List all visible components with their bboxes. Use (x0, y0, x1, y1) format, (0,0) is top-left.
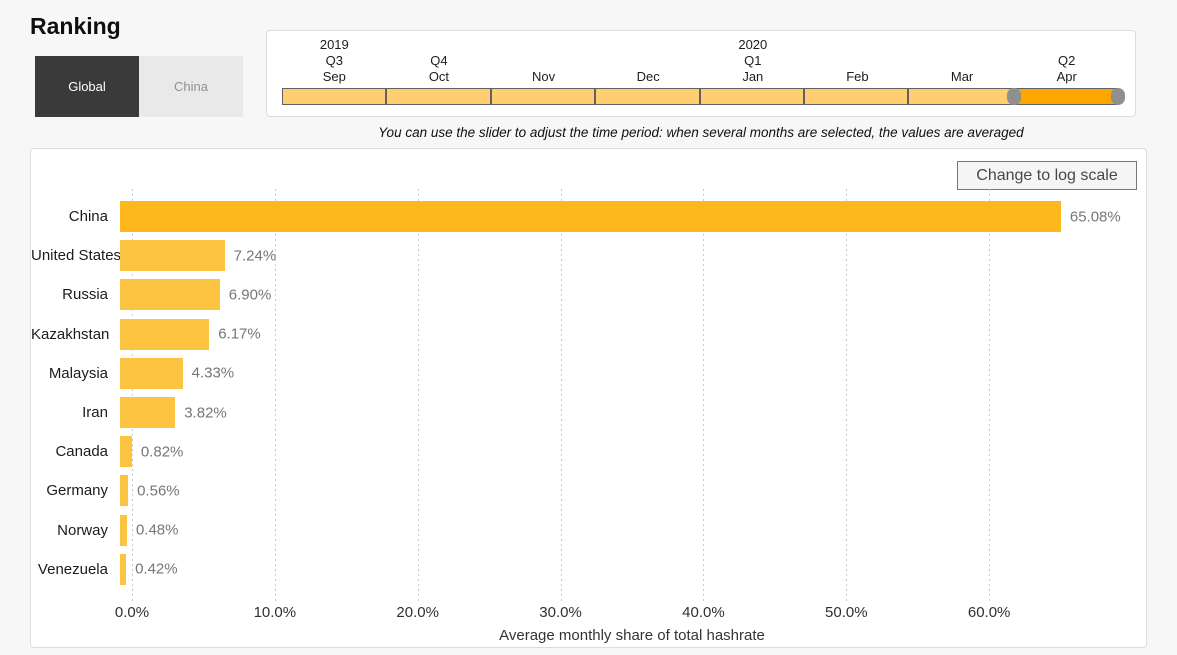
time-slider-card: 2019 Q3 Sep Q4 Oct Nov Dec 2020 Q1 Jan Feb Mar Q2 Apr (266, 30, 1136, 117)
country-label: Russia (62, 286, 108, 304)
hashrate-bar-germany[interactable] (120, 475, 129, 507)
chart-row-malaysia: Malaysia 4.33% (31, 354, 1132, 393)
bar-value-label: 7.24% (233, 247, 277, 265)
bar-area: 6.90% (120, 275, 1132, 314)
bar-area: 4.33% (120, 354, 1132, 393)
bar-value-label: 0.42% (135, 560, 178, 578)
chart-row-iran: Iran 3.82% (31, 393, 1132, 432)
slider-month-label-sep: 2019 Q3 Sep (319, 37, 349, 84)
hashrate-bar-iran[interactable] (120, 397, 176, 429)
hashrate-bar-russia[interactable] (120, 279, 220, 311)
hashrate-bar-venezuela[interactable] (120, 553, 127, 585)
gridline (132, 189, 133, 603)
global-china-toggle: Global China (35, 56, 243, 117)
slider-segment-apr[interactable] (1013, 89, 1118, 104)
gridline (560, 189, 562, 603)
x-axis-tick-labels: 0.0% 10.0% 20.0% 30.0% 40.0% 50.0% 60.0% (115, 604, 1132, 622)
chart-row-canada: Canada 0.82% (31, 432, 1132, 471)
hashrate-bar-canada[interactable] (120, 436, 132, 468)
ranking-chart-card: Change to log scale China 65.08% United St… (30, 148, 1147, 648)
chart-gridlines (132, 189, 1132, 603)
slider-segment-jan[interactable] (700, 89, 805, 104)
slider-segment-dec[interactable] (596, 89, 701, 104)
slider-segment-oct[interactable] (387, 89, 492, 104)
bar-value-label: 0.82% (140, 443, 184, 461)
x-tick-label: 40.0% (682, 604, 725, 621)
hashrate-bar-united-states[interactable] (120, 240, 225, 272)
hashrate-bar-malaysia[interactable] (120, 357, 183, 389)
x-tick-label: 0.0% (114, 604, 150, 621)
x-tick-label: 60.0% (967, 604, 1011, 621)
slider-segment-mar[interactable] (909, 89, 1014, 104)
bar-value-label: 0.56% (137, 482, 180, 500)
slider-month-label-mar: Mar (950, 69, 974, 84)
bar-area: 0.56% (120, 471, 1132, 510)
time-range-slider[interactable] (282, 88, 1125, 105)
gridline (846, 189, 848, 603)
slider-month-label-dec: Dec (636, 69, 660, 84)
bar-value-label: 0.48% (135, 521, 179, 539)
toggle-china-button[interactable]: China (139, 56, 243, 117)
slider-month-label-apr: Q2 Apr (1056, 53, 1077, 84)
page-title: Ranking (30, 13, 121, 39)
slider-month-label-jan: 2020 Q1 Jan (738, 37, 768, 84)
gridline (703, 189, 705, 603)
gridline (274, 189, 276, 603)
x-tick-label: 50.0% (825, 604, 868, 621)
bar-value-label: 3.82% (184, 404, 227, 422)
slider-handle-left[interactable] (1006, 88, 1021, 105)
country-label: United States (31, 247, 122, 265)
slider-segment-sep[interactable] (283, 89, 388, 104)
x-tick-label: 20.0% (396, 604, 439, 621)
country-label: Norway (57, 521, 108, 539)
slider-month-label-nov: Nov (532, 69, 556, 84)
chart-row-germany: Germany 0.56% (31, 471, 1132, 510)
bar-area: 7.24% (120, 236, 1132, 275)
bar-value-label: 65.08% (1069, 208, 1121, 226)
country-label: Venezuela (37, 560, 108, 578)
country-label: Iran (82, 403, 108, 421)
gridline (989, 189, 991, 603)
slider-segment-nov[interactable] (491, 89, 597, 104)
country-label: China (68, 208, 108, 225)
country-label: Malaysia (48, 364, 108, 382)
toggle-global-button[interactable]: Global (35, 56, 139, 117)
hashrate-bar-norway[interactable] (120, 514, 127, 546)
chart-row-united-states: United States 7.24% (31, 236, 1132, 275)
bar-value-label: 6.90% (228, 286, 272, 304)
bar-area: 0.82% (120, 432, 1132, 471)
slider-handle-right[interactable] (1111, 88, 1125, 105)
bar-area: 0.42% (120, 550, 1132, 589)
country-label: Canada (55, 443, 108, 461)
hashrate-bar-china[interactable] (120, 201, 1061, 233)
hashrate-bar-kazakhstan[interactable] (120, 318, 210, 350)
chart-row-russia: Russia 6.90% (31, 275, 1132, 314)
slider-caption: You can use the slider to adjust the tim… (378, 125, 1024, 140)
chart-row-venezuela: Venezuela 0.42% (31, 550, 1132, 589)
bar-value-label: 4.33% (191, 364, 235, 382)
gridline (417, 189, 419, 603)
bar-area: 6.17% (120, 315, 1132, 354)
chart-row-china: China 65.08% (31, 197, 1132, 236)
slider-labels: 2019 Q3 Sep Q4 Oct Nov Dec 2020 Q1 Jan Feb Mar Q2 Apr (282, 37, 1119, 85)
bar-value-label: 6.17% (218, 325, 261, 343)
bar-area: 3.82% (120, 393, 1132, 432)
bar-area: 65.08% (120, 197, 1132, 236)
x-tick-label: 30.0% (539, 604, 582, 621)
change-to-log-scale-button[interactable]: Change to log scale (957, 161, 1137, 190)
chart-row-norway: Norway 0.48% (31, 511, 1132, 550)
chart-rows: China 65.08% United States 7.24% Russia 6.90%… (31, 197, 1132, 589)
slider-segment-feb[interactable] (804, 89, 910, 104)
country-label: Kazakhstan (31, 325, 110, 343)
x-axis-title: Average monthly share of total hashrate (499, 627, 765, 644)
x-tick-label: 10.0% (253, 604, 297, 621)
country-label: Germany (46, 482, 108, 500)
slider-month-label-feb: Feb (846, 69, 869, 84)
chart-row-kazakhstan: Kazakhstan 6.17% (31, 315, 1132, 354)
slider-month-label-oct: Q4 Oct (428, 53, 450, 84)
bar-area: 0.48% (120, 511, 1132, 550)
